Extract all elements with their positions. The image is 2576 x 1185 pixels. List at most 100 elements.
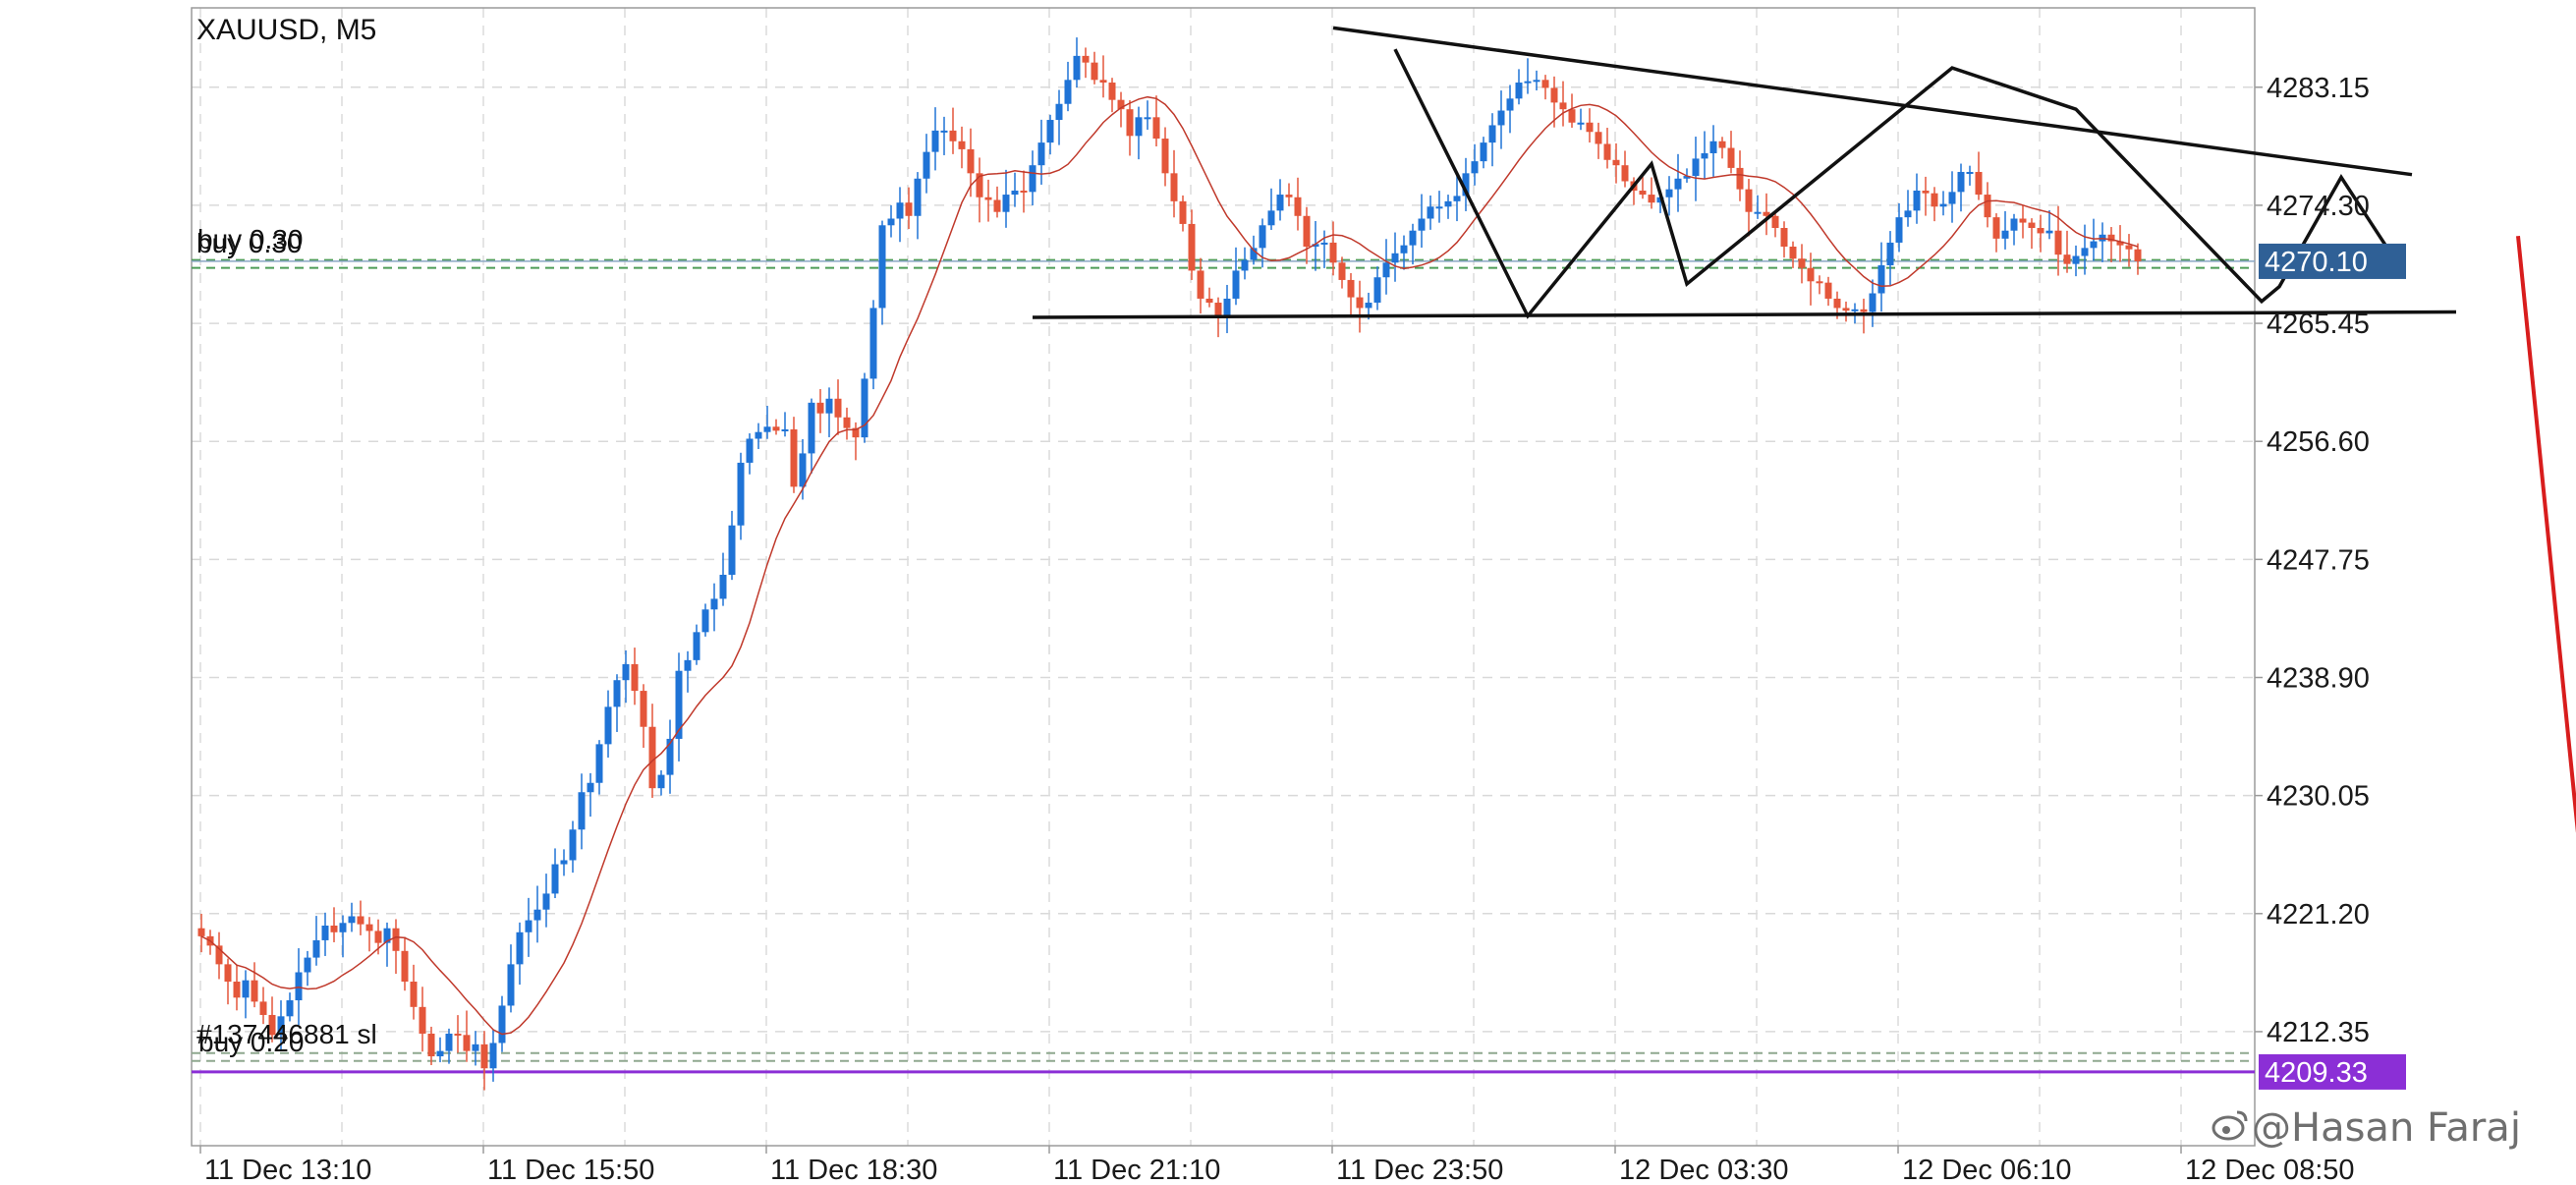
candle-body bbox=[551, 864, 559, 894]
candle-body bbox=[1939, 203, 1947, 207]
candle-body bbox=[1533, 80, 1540, 83]
candle-body bbox=[489, 1043, 497, 1069]
candle-body bbox=[1099, 80, 1107, 84]
candle-body bbox=[755, 431, 762, 439]
candle-body bbox=[348, 916, 356, 924]
candle-body bbox=[949, 130, 957, 141]
candle-body bbox=[1895, 217, 1903, 243]
candle-body bbox=[1550, 87, 1558, 103]
candle-body bbox=[1913, 190, 1921, 211]
candle-body bbox=[1648, 195, 1655, 203]
candle-body bbox=[1780, 227, 1788, 248]
candle-body bbox=[1391, 253, 1399, 263]
candle-body bbox=[533, 909, 541, 921]
candle-body bbox=[339, 923, 347, 932]
order-label-buy-030[interactable]: buy 0.30 bbox=[196, 228, 302, 258]
candle-body bbox=[1250, 248, 1258, 260]
candle-body bbox=[604, 706, 612, 745]
candle-body bbox=[2010, 218, 2018, 231]
candle-body bbox=[1515, 83, 1523, 99]
candle-body bbox=[1400, 245, 1408, 254]
candle-body bbox=[1188, 223, 1196, 271]
candle-body bbox=[958, 141, 966, 149]
candle-body bbox=[1418, 218, 1426, 231]
candle-body bbox=[1709, 141, 1717, 153]
candle-body bbox=[1639, 190, 1647, 196]
candle-body bbox=[1046, 120, 1054, 143]
candle-body bbox=[1869, 293, 1876, 312]
candle-body bbox=[693, 632, 700, 660]
order-label-buy-020[interactable]: buy 0.20 bbox=[198, 1027, 304, 1057]
candle-body bbox=[401, 950, 409, 983]
candle-body bbox=[984, 197, 992, 200]
candle-body bbox=[251, 980, 258, 1002]
candle-body bbox=[878, 225, 886, 309]
candle-body bbox=[295, 972, 303, 1001]
candle-body bbox=[1798, 258, 1806, 268]
candle-body bbox=[1382, 262, 1390, 278]
candle-body bbox=[259, 1001, 267, 1015]
candle-body bbox=[1338, 262, 1346, 280]
candle-body bbox=[2081, 248, 2089, 256]
candle-body bbox=[1312, 244, 1319, 248]
candle-body bbox=[277, 1016, 285, 1036]
candle-body bbox=[2045, 230, 2053, 234]
candle-body bbox=[631, 663, 639, 692]
candle-body bbox=[233, 982, 241, 998]
candle-body bbox=[763, 426, 771, 432]
candle-body bbox=[896, 202, 904, 219]
candle-body bbox=[330, 926, 338, 932]
grid bbox=[192, 8, 2255, 1146]
candle-body bbox=[419, 1006, 426, 1034]
ma-line bbox=[200, 95, 2139, 1036]
watermark-text: @Hasan Faraj bbox=[2252, 1105, 2521, 1151]
candle-body bbox=[1736, 167, 1744, 190]
candle-body bbox=[1992, 217, 2000, 239]
candle-body bbox=[1621, 165, 1629, 182]
candle-body bbox=[746, 438, 754, 463]
order-label-stoploss[interactable]: #137446881 sl bbox=[196, 1019, 377, 1049]
candle-body bbox=[1020, 190, 1028, 193]
candle-body bbox=[1683, 176, 1691, 179]
candle-body bbox=[304, 957, 311, 973]
candle-body bbox=[2037, 227, 2044, 234]
price-badge bbox=[2259, 243, 2406, 279]
candle-body bbox=[1586, 122, 1594, 133]
forecast-arrow-shaft bbox=[2516, 235, 2576, 833]
candle-body bbox=[1886, 242, 1894, 266]
candle-body bbox=[1524, 81, 1532, 84]
candle-body bbox=[993, 199, 1001, 212]
candle-body bbox=[1595, 132, 1602, 144]
candle-body bbox=[931, 130, 939, 152]
candle-body bbox=[1851, 309, 1859, 311]
x-tick-label: 11 Dec 13:10 bbox=[204, 1155, 371, 1185]
candle-body bbox=[967, 148, 975, 174]
candle-body bbox=[2054, 230, 2062, 255]
candle-body bbox=[1356, 297, 1364, 309]
candle-body bbox=[1435, 206, 1443, 209]
candle-body bbox=[852, 427, 860, 438]
candle-body bbox=[1701, 152, 1708, 159]
candle-body bbox=[887, 218, 895, 226]
y-tick-label: 4221.20 bbox=[2267, 899, 2370, 931]
candle-body bbox=[1179, 200, 1187, 224]
candle-body bbox=[1984, 195, 1991, 218]
price-badge-label: 4270.10 bbox=[2265, 247, 2368, 278]
candle-body bbox=[1409, 230, 1417, 246]
price-badge-label: 4209.33 bbox=[2265, 1057, 2368, 1089]
candle-body bbox=[834, 398, 842, 418]
candle-body bbox=[2001, 230, 2009, 239]
x-tick-label: 11 Dec 23:50 bbox=[1336, 1155, 1503, 1185]
candle-body bbox=[1577, 122, 1585, 125]
candle-body bbox=[1727, 147, 1735, 168]
candle-body bbox=[1789, 247, 1797, 259]
candle-body bbox=[648, 726, 656, 789]
symbol-title: XAUUSD, M5 bbox=[196, 14, 376, 46]
candle-body bbox=[1365, 303, 1372, 309]
candle-body bbox=[1320, 242, 1328, 245]
candle-body bbox=[1966, 171, 1974, 174]
candle-body bbox=[560, 860, 568, 865]
candle-body bbox=[542, 893, 550, 910]
